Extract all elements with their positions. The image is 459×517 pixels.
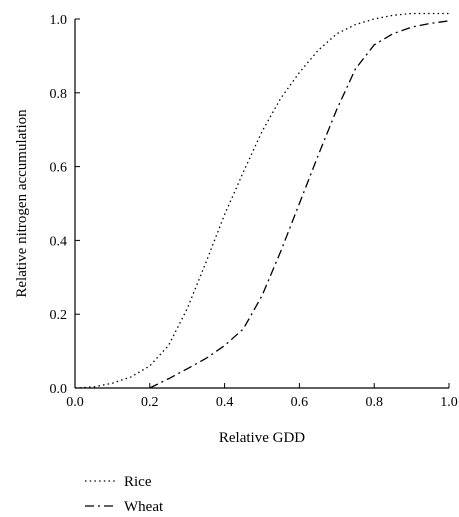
y-tick-label: 1.0 [50,13,68,28]
x-axis-ticks: 0.0 0.2 0.4 0.6 0.8 1.0 [66,383,458,410]
plot-area: 0.0 0.2 0.4 0.6 0.8 1.0 0.0 0.2 0.4 0.6 0.8 1.0 [50,12,458,410]
y-tick-label: 0.4 [50,234,68,249]
x-tick-label: 0.4 [216,395,234,410]
x-tick-label: 0.8 [365,395,383,410]
legend: Rice Wheat [85,474,164,515]
y-axis-ticks: 0.0 0.2 0.4 0.6 0.8 1.0 [50,13,80,397]
y-axis-label: Relative nitrogen accumulation [14,109,30,298]
x-tick-label: 1.0 [440,395,458,410]
x-tick-label: 0.2 [141,395,159,410]
y-tick-label: 0.0 [50,382,68,397]
series-line-rice [74,12,449,389]
x-tick-label: 0.0 [66,395,84,410]
series-lines [74,12,450,389]
y-tick-label: 0.2 [50,308,68,323]
series-line-wheat [149,20,450,389]
y-tick-label: 0.8 [50,87,68,102]
x-tick-label: 0.6 [291,395,309,410]
legend-label-wheat: Wheat [124,499,164,515]
y-tick-label: 0.6 [50,161,68,176]
x-axis-label: Relative GDD [219,430,305,446]
legend-label-rice: Rice [124,474,152,490]
